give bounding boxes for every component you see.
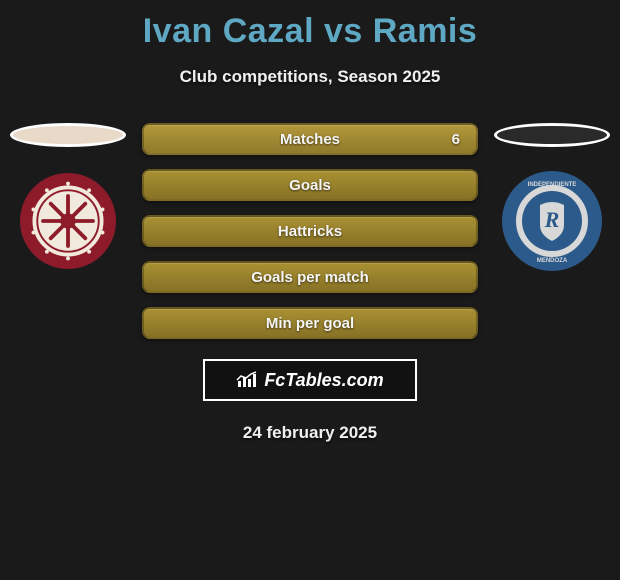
bar-goals-per-match: Goals per match xyxy=(142,261,478,293)
subtitle: Club competitions, Season 2025 xyxy=(0,67,620,87)
bar-label: Goals xyxy=(289,177,331,194)
bar-hattricks: Hattricks xyxy=(142,215,478,247)
svg-text:R: R xyxy=(544,207,560,232)
bar-label: Hattricks xyxy=(278,223,342,240)
right-team-col: R INDEPENDIENTE MENDOZA xyxy=(492,123,612,271)
svg-text:INDEPENDIENTE: INDEPENDIENTE xyxy=(528,182,577,188)
bar-label: Goals per match xyxy=(251,269,369,286)
bar-label: Matches xyxy=(280,131,340,148)
bar-min-per-goal: Min per goal xyxy=(142,307,478,339)
right-team-badge: R INDEPENDIENTE MENDOZA xyxy=(502,171,602,271)
bar-value-right: 6 xyxy=(452,131,460,148)
brand-logo: FcTables.com xyxy=(203,359,417,401)
snapshot-date: 24 february 2025 xyxy=(0,423,620,443)
left-ellipse xyxy=(10,123,126,147)
page-title: Ivan Cazal vs Ramis xyxy=(0,0,620,51)
independiente-rivadavia-crest-icon: R INDEPENDIENTE MENDOZA xyxy=(502,171,602,271)
bar-matches: Matches 6 xyxy=(142,123,478,155)
brand-text: FcTables.com xyxy=(264,370,383,391)
svg-text:MENDOZA: MENDOZA xyxy=(537,258,568,264)
left-team-col xyxy=(8,123,128,271)
lanus-crest-icon xyxy=(20,173,116,269)
bar-goals: Goals xyxy=(142,169,478,201)
left-team-badge xyxy=(18,171,118,271)
comparison-row: Matches 6 Goals Hattricks Goals per matc… xyxy=(0,123,620,339)
right-ellipse xyxy=(494,123,610,147)
stat-bars: Matches 6 Goals Hattricks Goals per matc… xyxy=(142,123,478,339)
brand-chart-icon xyxy=(236,371,258,389)
bar-label: Min per goal xyxy=(266,315,354,332)
